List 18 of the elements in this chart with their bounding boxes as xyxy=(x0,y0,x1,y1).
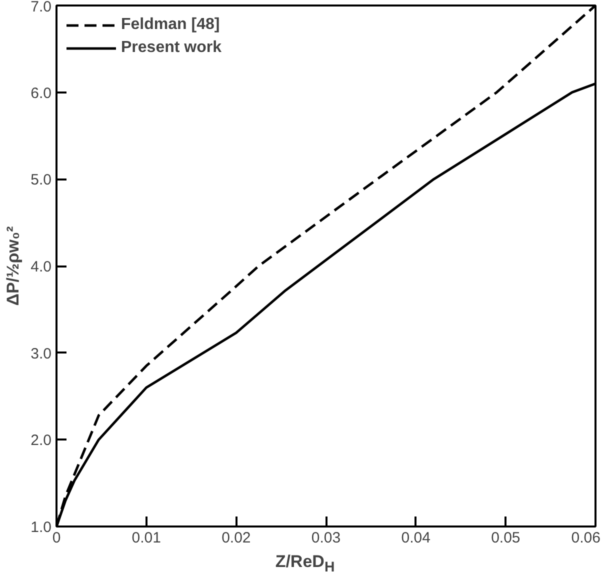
x-tick-label: 0.01 xyxy=(132,530,161,546)
x-tick-label: 0.06 xyxy=(571,530,601,546)
y-tick-label: 4.0 xyxy=(30,258,52,276)
y-tick-label: 2.0 xyxy=(30,432,52,450)
y-tick-label: 1.0 xyxy=(30,519,52,536)
x-tick-label: 0.05 xyxy=(491,530,520,546)
legend-label: Present work xyxy=(121,39,222,57)
x-tick-label: 0.02 xyxy=(222,530,251,546)
y-tick-label: 6.0 xyxy=(30,84,52,102)
x-tick-label: 0.03 xyxy=(311,530,341,546)
y-tick-label: 3.0 xyxy=(30,345,52,362)
y-tick-label: 7.0 xyxy=(30,0,52,16)
x-axis-title: Z/ReD$_{H}$ xyxy=(275,551,335,578)
x-tick-label: 0 xyxy=(52,530,61,546)
y-tick-label: 5.0 xyxy=(30,172,52,189)
x-tick-label: 0.04 xyxy=(401,530,430,546)
legend-label: Feldman [48] xyxy=(121,16,220,34)
y-axis-title: ΔP/½ρw₀² xyxy=(4,226,23,306)
